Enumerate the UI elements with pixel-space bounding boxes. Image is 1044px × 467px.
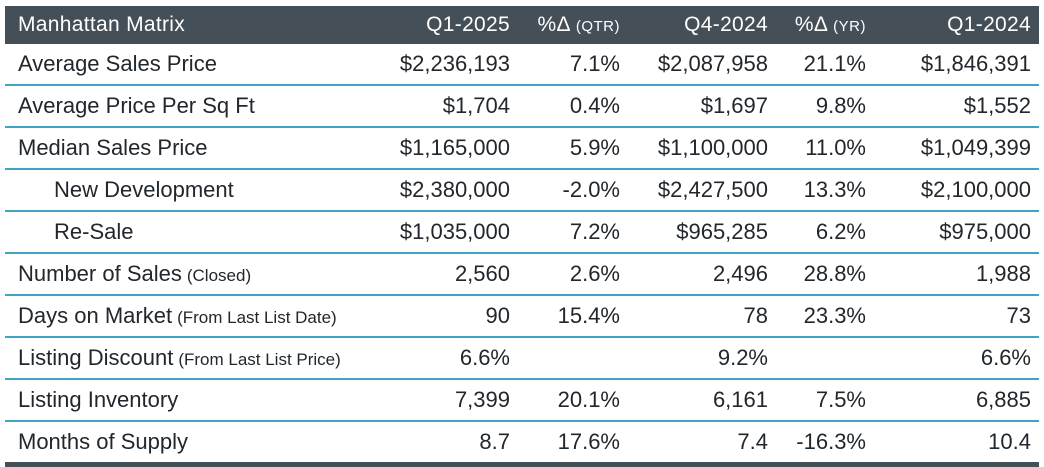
column-header-pct-delta-yr: %Δ (YR) bbox=[768, 6, 866, 44]
cell-value: $975,000 bbox=[939, 219, 1031, 244]
cell-value: $1,035,000 bbox=[399, 219, 510, 244]
column-sublabel: (QTR) bbox=[575, 18, 620, 35]
cell-value: 9.2% bbox=[717, 345, 768, 370]
row-label-cell: Average Price Per Sq Ft bbox=[5, 85, 395, 127]
cell-value bbox=[510, 337, 620, 379]
cell-value: 6.2% bbox=[815, 219, 866, 244]
row-label: Days on Market bbox=[18, 303, 173, 328]
cell-value: 8.7 bbox=[479, 429, 510, 454]
cell-value: $965,285 bbox=[676, 219, 768, 244]
cell-value: 20.1% bbox=[557, 387, 620, 412]
cell-value: $1,697 bbox=[700, 93, 768, 118]
row-label: Re-Sale bbox=[54, 219, 134, 244]
row-label-cell: Number of Sales (Closed) bbox=[5, 253, 395, 295]
column-header-q1-2024: Q1-2024 bbox=[866, 6, 1039, 44]
cell-value: 73 bbox=[1006, 303, 1031, 328]
cell-value: 6.6% bbox=[980, 345, 1031, 370]
column-label: Q4-2024 bbox=[684, 13, 768, 36]
cell-value: 90 bbox=[485, 303, 510, 328]
column-label: Q1-2025 bbox=[426, 13, 510, 36]
cell-value: 7.4 bbox=[737, 429, 768, 454]
cell-value: 7.1% bbox=[569, 51, 620, 76]
row-label-cell: Listing Inventory bbox=[5, 379, 395, 421]
table-row-listing-discount: Listing Discount (From Last List Price) 6… bbox=[5, 337, 1039, 379]
cell-value bbox=[768, 337, 866, 379]
row-label-cell: Days on Market (From Last List Date) bbox=[5, 295, 395, 337]
table-title: Manhattan Matrix bbox=[5, 6, 395, 44]
cell-value: 1,988 bbox=[975, 261, 1031, 286]
cell-value: 15.4% bbox=[557, 303, 620, 328]
cell-value: 5.9% bbox=[569, 135, 620, 160]
cell-value: 7.2% bbox=[569, 219, 620, 244]
cell-value: $2,087,958 bbox=[657, 51, 768, 76]
cell-value: 7.5% bbox=[815, 387, 866, 412]
cell-value: 23.3% bbox=[803, 303, 866, 328]
column-label: %Δ bbox=[794, 13, 828, 36]
cell-value: 28.8% bbox=[803, 261, 866, 286]
cell-value: -16.3% bbox=[796, 429, 866, 454]
matrix-table: Manhattan Matrix Q1-2025 %Δ (QTR) Q4-202… bbox=[5, 6, 1039, 467]
cell-value: $1,165,000 bbox=[399, 135, 510, 160]
table-row-re-sale: Re-Sale $1,035,000 7.2% $965,285 6.2% $9… bbox=[5, 211, 1039, 253]
row-note: (From Last List Price) bbox=[178, 350, 341, 369]
row-label: Months of Supply bbox=[18, 429, 188, 454]
cell-value: 17.6% bbox=[557, 429, 620, 454]
cell-value: 6,885 bbox=[975, 387, 1031, 412]
column-header-pct-delta-qtr: %Δ (QTR) bbox=[510, 6, 620, 44]
cell-value: 21.1% bbox=[803, 51, 866, 76]
cell-value: 2.6% bbox=[569, 261, 620, 286]
table-row-average-price-per-sq-ft: Average Price Per Sq Ft $1,704 0.4% $1,6… bbox=[5, 85, 1039, 127]
table-row-average-sales-price: Average Sales Price $2,236,193 7.1% $2,0… bbox=[5, 44, 1039, 85]
row-label: Listing Inventory bbox=[18, 387, 179, 412]
column-sublabel: (YR) bbox=[833, 18, 866, 35]
cell-value: $2,380,000 bbox=[399, 177, 510, 202]
row-label: Average Price Per Sq Ft bbox=[18, 93, 255, 118]
row-label-cell: New Development bbox=[5, 169, 395, 211]
table-row-number-of-sales: Number of Sales (Closed) 2,560 2.6% 2,496… bbox=[5, 253, 1039, 295]
column-header-q4-2024: Q4-2024 bbox=[620, 6, 768, 44]
row-note: (Closed) bbox=[186, 266, 252, 285]
cell-value: $1,049,399 bbox=[920, 135, 1031, 160]
cell-value: $2,100,000 bbox=[920, 177, 1031, 202]
cell-value: 7,399 bbox=[454, 387, 510, 412]
table-row-median-sales-price: Median Sales Price $1,165,000 5.9% $1,10… bbox=[5, 127, 1039, 169]
cell-value: 6.6% bbox=[459, 345, 510, 370]
row-label: New Development bbox=[54, 177, 234, 202]
cell-value: 9.8% bbox=[815, 93, 866, 118]
column-header-q1-2025: Q1-2025 bbox=[395, 6, 510, 44]
row-note: (From Last List Date) bbox=[177, 308, 337, 327]
cell-value: 13.3% bbox=[803, 177, 866, 202]
table-row-listing-inventory: Listing Inventory 7,399 20.1% 6,161 7.5%… bbox=[5, 379, 1039, 421]
cell-value: 78 bbox=[743, 303, 768, 328]
cell-value: $1,100,000 bbox=[657, 135, 768, 160]
cell-value: $1,552 bbox=[963, 93, 1031, 118]
table-row-months-of-supply: Months of Supply 8.7 17.6% 7.4 -16.3% 10… bbox=[5, 421, 1039, 465]
cell-value: 2,496 bbox=[712, 261, 768, 286]
column-label: %Δ bbox=[537, 13, 570, 36]
cell-value: 2,560 bbox=[454, 261, 510, 286]
cell-value: 11.0% bbox=[805, 135, 866, 160]
cell-value: 10.4 bbox=[988, 429, 1031, 454]
row-label-cell: Median Sales Price bbox=[5, 127, 395, 169]
row-label: Listing Discount bbox=[18, 345, 174, 370]
table-row-days-on-market: Days on Market (From Last List Date) 90 1… bbox=[5, 295, 1039, 337]
row-label-cell: Average Sales Price bbox=[5, 44, 395, 85]
cell-value: -2.0% bbox=[562, 177, 620, 202]
row-label-cell: Listing Discount (From Last List Price) bbox=[5, 337, 395, 379]
row-label: Number of Sales bbox=[18, 261, 182, 286]
cell-value: $2,427,500 bbox=[657, 177, 768, 202]
cell-value: $2,236,193 bbox=[399, 51, 510, 76]
row-label-cell: Months of Supply bbox=[5, 421, 395, 465]
cell-value: $1,704 bbox=[442, 93, 510, 118]
cell-value: $1,846,391 bbox=[920, 51, 1031, 76]
cell-value: 6,161 bbox=[712, 387, 768, 412]
table-row-new-development: New Development $2,380,000 -2.0% $2,427,… bbox=[5, 169, 1039, 211]
row-label: Average Sales Price bbox=[18, 51, 217, 76]
header-row: Manhattan Matrix Q1-2025 %Δ (QTR) Q4-202… bbox=[5, 6, 1039, 44]
column-label: Q1-2024 bbox=[947, 13, 1031, 36]
row-label-cell: Re-Sale bbox=[5, 211, 395, 253]
row-label: Median Sales Price bbox=[18, 135, 208, 160]
cell-value: 0.4% bbox=[569, 93, 620, 118]
